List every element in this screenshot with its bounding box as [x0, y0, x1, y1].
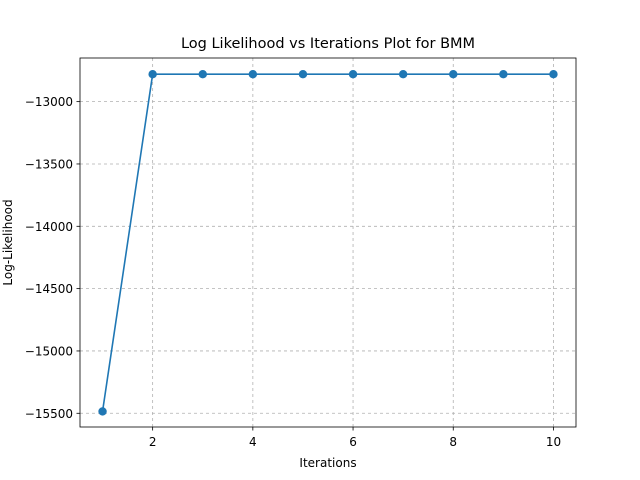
series-line — [101, 73, 554, 412]
x-tick-label: 8 — [449, 435, 457, 449]
x-axis-label: Iterations — [299, 456, 356, 470]
y-axis-label: Log-Likelihood — [1, 199, 15, 285]
plot-frame — [79, 57, 577, 428]
y-tick-label: −14500 — [25, 282, 73, 296]
data-point — [398, 70, 408, 79]
data-point — [298, 70, 308, 79]
x-tick-label: 10 — [546, 435, 561, 449]
data-point — [449, 70, 458, 79]
x-tick-label: 4 — [249, 435, 257, 449]
x-tick-label: 2 — [149, 435, 157, 449]
ticks: 2 4 6 8 10 −15500 −15000 −14500 −14000 −13500 −130… — [25, 95, 561, 449]
y-tick-label: −13000 — [25, 95, 73, 109]
data-point — [549, 70, 558, 79]
series-layer — [98, 70, 558, 416]
data-point — [98, 407, 107, 416]
y-tick-label: −15000 — [25, 344, 73, 358]
x-tick-label: 6 — [349, 435, 357, 449]
y-tick-label: −14000 — [25, 220, 73, 234]
data-point — [348, 70, 358, 79]
y-tick-label: −15500 — [25, 407, 73, 421]
chart-title: Log Likelihood vs Iterations Plot for BM… — [181, 36, 475, 52]
y-tick-label: −13500 — [25, 157, 73, 171]
data-point — [198, 70, 207, 79]
data-point — [499, 70, 508, 79]
grid — [80, 58, 576, 427]
data-point — [148, 70, 157, 79]
data-point — [248, 70, 258, 79]
